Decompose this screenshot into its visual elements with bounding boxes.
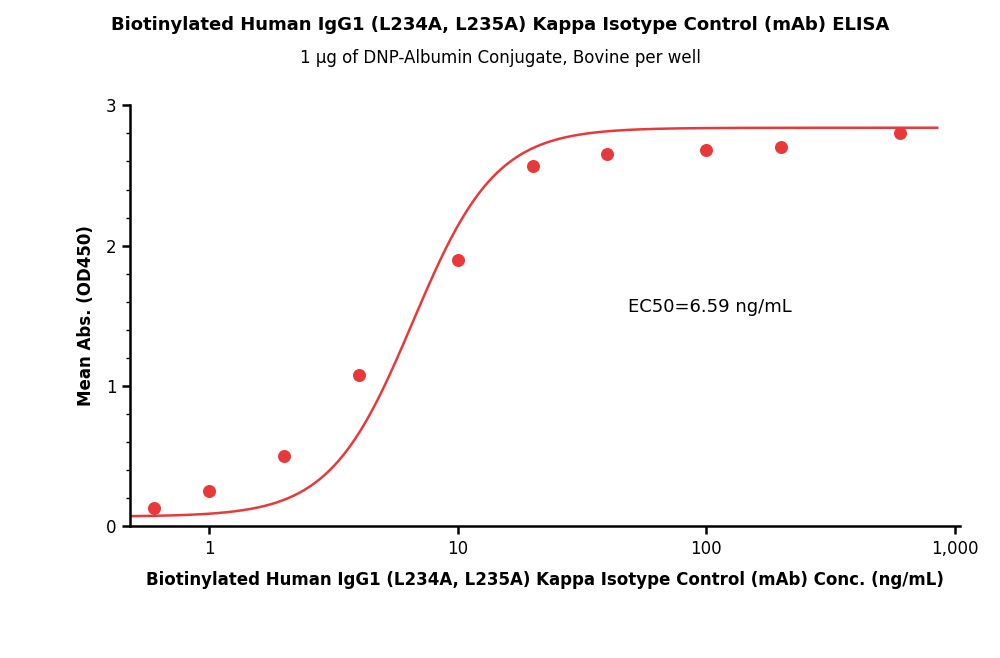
- Point: [146, 503, 162, 513]
- Point: [773, 142, 789, 153]
- Point: [276, 451, 292, 461]
- Point: [599, 149, 615, 160]
- Point: [525, 161, 541, 171]
- X-axis label: Biotinylated Human IgG1 (L234A, L235A) Kappa Isotype Control (mAb) Conc. (ng/mL): Biotinylated Human IgG1 (L234A, L235A) K…: [146, 572, 944, 590]
- Point: [892, 128, 908, 139]
- Point: [201, 486, 217, 497]
- Text: 1 μg of DNP-Albumin Conjugate, Bovine per well: 1 μg of DNP-Albumin Conjugate, Bovine pe…: [300, 49, 700, 67]
- Text: EC50=6.59 ng/mL: EC50=6.59 ng/mL: [628, 299, 792, 316]
- Point: [698, 145, 714, 155]
- Point: [351, 370, 367, 380]
- Text: Biotinylated Human IgG1 (L234A, L235A) Kappa Isotype Control (mAb) ELISA: Biotinylated Human IgG1 (L234A, L235A) K…: [111, 16, 889, 34]
- Y-axis label: Mean Abs. (OD450): Mean Abs. (OD450): [77, 226, 95, 406]
- Point: [450, 255, 466, 265]
